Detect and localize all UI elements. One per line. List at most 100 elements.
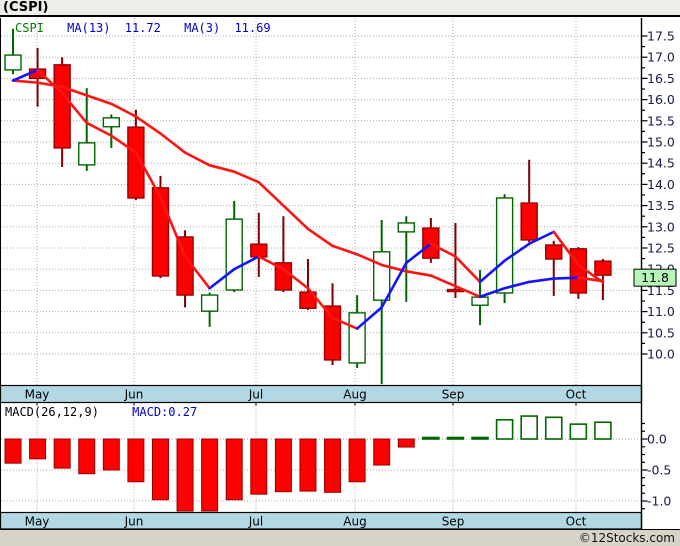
ma3-segment bbox=[36, 68, 64, 95]
candle-body bbox=[53, 64, 71, 149]
ma3-segment bbox=[577, 263, 605, 284]
candle-body bbox=[397, 222, 415, 233]
macd-bar-positive bbox=[471, 436, 489, 440]
ma13-segment bbox=[11, 79, 39, 84]
ma13-segment bbox=[503, 280, 531, 290]
ma13-label: MA(13) bbox=[67, 21, 111, 35]
candle-body bbox=[250, 243, 268, 258]
ma3-segment bbox=[404, 242, 433, 265]
price-tick-label: 16.5 bbox=[647, 71, 675, 86]
ma13-segment bbox=[355, 253, 384, 267]
candle-body bbox=[299, 291, 317, 309]
price-tick-label: 15.5 bbox=[647, 113, 675, 128]
ma13-segment bbox=[552, 276, 580, 280]
price-tick-label: 10.5 bbox=[647, 325, 675, 340]
price-tick-label: 13.5 bbox=[647, 198, 675, 213]
macd-bar-positive bbox=[569, 423, 588, 440]
macd-params-label: MACD(26,12,9) bbox=[5, 405, 99, 419]
ma3-segment bbox=[11, 68, 39, 82]
month-label: Jun bbox=[124, 515, 144, 529]
macd-tick-label: -1.0 bbox=[647, 494, 671, 509]
candle-body bbox=[520, 202, 538, 241]
month-label: Oct bbox=[566, 388, 587, 402]
ma13-segment bbox=[232, 170, 261, 184]
month-label: May bbox=[25, 515, 50, 529]
candle-body bbox=[225, 218, 243, 291]
ma3-segment bbox=[306, 286, 334, 320]
ma13-segment bbox=[454, 284, 482, 299]
ma13-segment bbox=[85, 94, 113, 106]
ma3-segment bbox=[552, 230, 580, 267]
price-tick-label: 13.0 bbox=[647, 219, 675, 234]
ma3-segment bbox=[454, 255, 482, 284]
month-label: Aug bbox=[343, 388, 366, 402]
ma13-segment bbox=[478, 286, 506, 299]
month-band bbox=[0, 384, 643, 404]
watermark-text: ©12Stocks.com bbox=[578, 531, 675, 545]
price-tick-label: 17.5 bbox=[647, 29, 675, 44]
macd-bar-negative bbox=[151, 438, 169, 501]
ma13-segment bbox=[282, 204, 310, 231]
macd-bar-positive bbox=[544, 416, 563, 440]
price-tick-label: 15.0 bbox=[647, 135, 675, 150]
month-band bbox=[0, 511, 643, 530]
ma13-segment bbox=[159, 132, 187, 154]
candle-body bbox=[348, 312, 366, 364]
price-tick-label: 17.0 bbox=[647, 50, 675, 65]
macd-bar-negative bbox=[78, 438, 96, 475]
candle-body bbox=[200, 294, 219, 312]
ma13-segment bbox=[134, 115, 162, 135]
candle-body bbox=[323, 305, 342, 361]
ma3-segment bbox=[110, 134, 138, 154]
macd-bar-negative bbox=[225, 438, 243, 501]
macd-bar-positive bbox=[520, 415, 538, 440]
ma3-segment bbox=[527, 230, 556, 246]
last-price-label: 11.8 bbox=[641, 270, 669, 285]
macd-bar-positive bbox=[446, 436, 465, 440]
macd-tick-label: 0.0 bbox=[647, 432, 667, 447]
price-tick-label: 10.0 bbox=[647, 347, 675, 362]
price-tick-label: 12.5 bbox=[647, 241, 675, 256]
chart-legend: CSPI MA(13) 11.72 MA(3) 11.69 bbox=[15, 21, 287, 35]
candle-body bbox=[102, 117, 121, 128]
ma3-segment bbox=[257, 255, 285, 271]
candle-body bbox=[4, 54, 22, 71]
candle-body bbox=[151, 187, 170, 277]
macd-bar-negative bbox=[397, 438, 415, 448]
macd-bar-negative bbox=[4, 438, 22, 464]
price-tick-label: 14.5 bbox=[647, 156, 675, 171]
candle-body bbox=[78, 142, 96, 166]
ma13-segment bbox=[36, 81, 64, 89]
ma3-segment bbox=[232, 255, 261, 271]
ma13-value: 11.72 bbox=[124, 21, 161, 35]
ma3-segment bbox=[380, 261, 408, 309]
ma13-segment bbox=[331, 244, 359, 256]
ma13-segment bbox=[527, 277, 556, 284]
price-tick-label: 14.0 bbox=[647, 177, 675, 192]
macd-bar-negative bbox=[201, 438, 219, 512]
macd-bar-negative bbox=[250, 438, 268, 495]
macd-current-value: MACD:0.27 bbox=[132, 405, 198, 419]
month-label: Jul bbox=[248, 388, 263, 402]
macd-bar-negative bbox=[102, 438, 120, 471]
month-label: Aug bbox=[343, 515, 366, 529]
symbol-label: CSPI bbox=[15, 21, 44, 35]
month-label: Jul bbox=[248, 515, 263, 529]
macd-bar-negative bbox=[127, 438, 145, 483]
month-label: Jun bbox=[124, 388, 144, 402]
ma3-label: MA(3) bbox=[184, 21, 221, 35]
macd-bar-negative bbox=[299, 438, 317, 492]
ma13-segment bbox=[306, 227, 334, 248]
page-title: (CSPI) bbox=[3, 0, 49, 15]
ma3-segment bbox=[331, 316, 359, 330]
ma13-segment bbox=[404, 270, 433, 277]
ma3-segment bbox=[183, 255, 211, 290]
ma3-segment bbox=[208, 267, 236, 290]
ma3-value: 11.69 bbox=[234, 21, 271, 35]
ma13-segment bbox=[429, 274, 457, 288]
macd-bar-negative bbox=[29, 438, 47, 460]
price-tick-label: 16.0 bbox=[647, 92, 675, 107]
macd-bar-negative bbox=[53, 438, 71, 469]
ma13-segment bbox=[60, 85, 89, 97]
